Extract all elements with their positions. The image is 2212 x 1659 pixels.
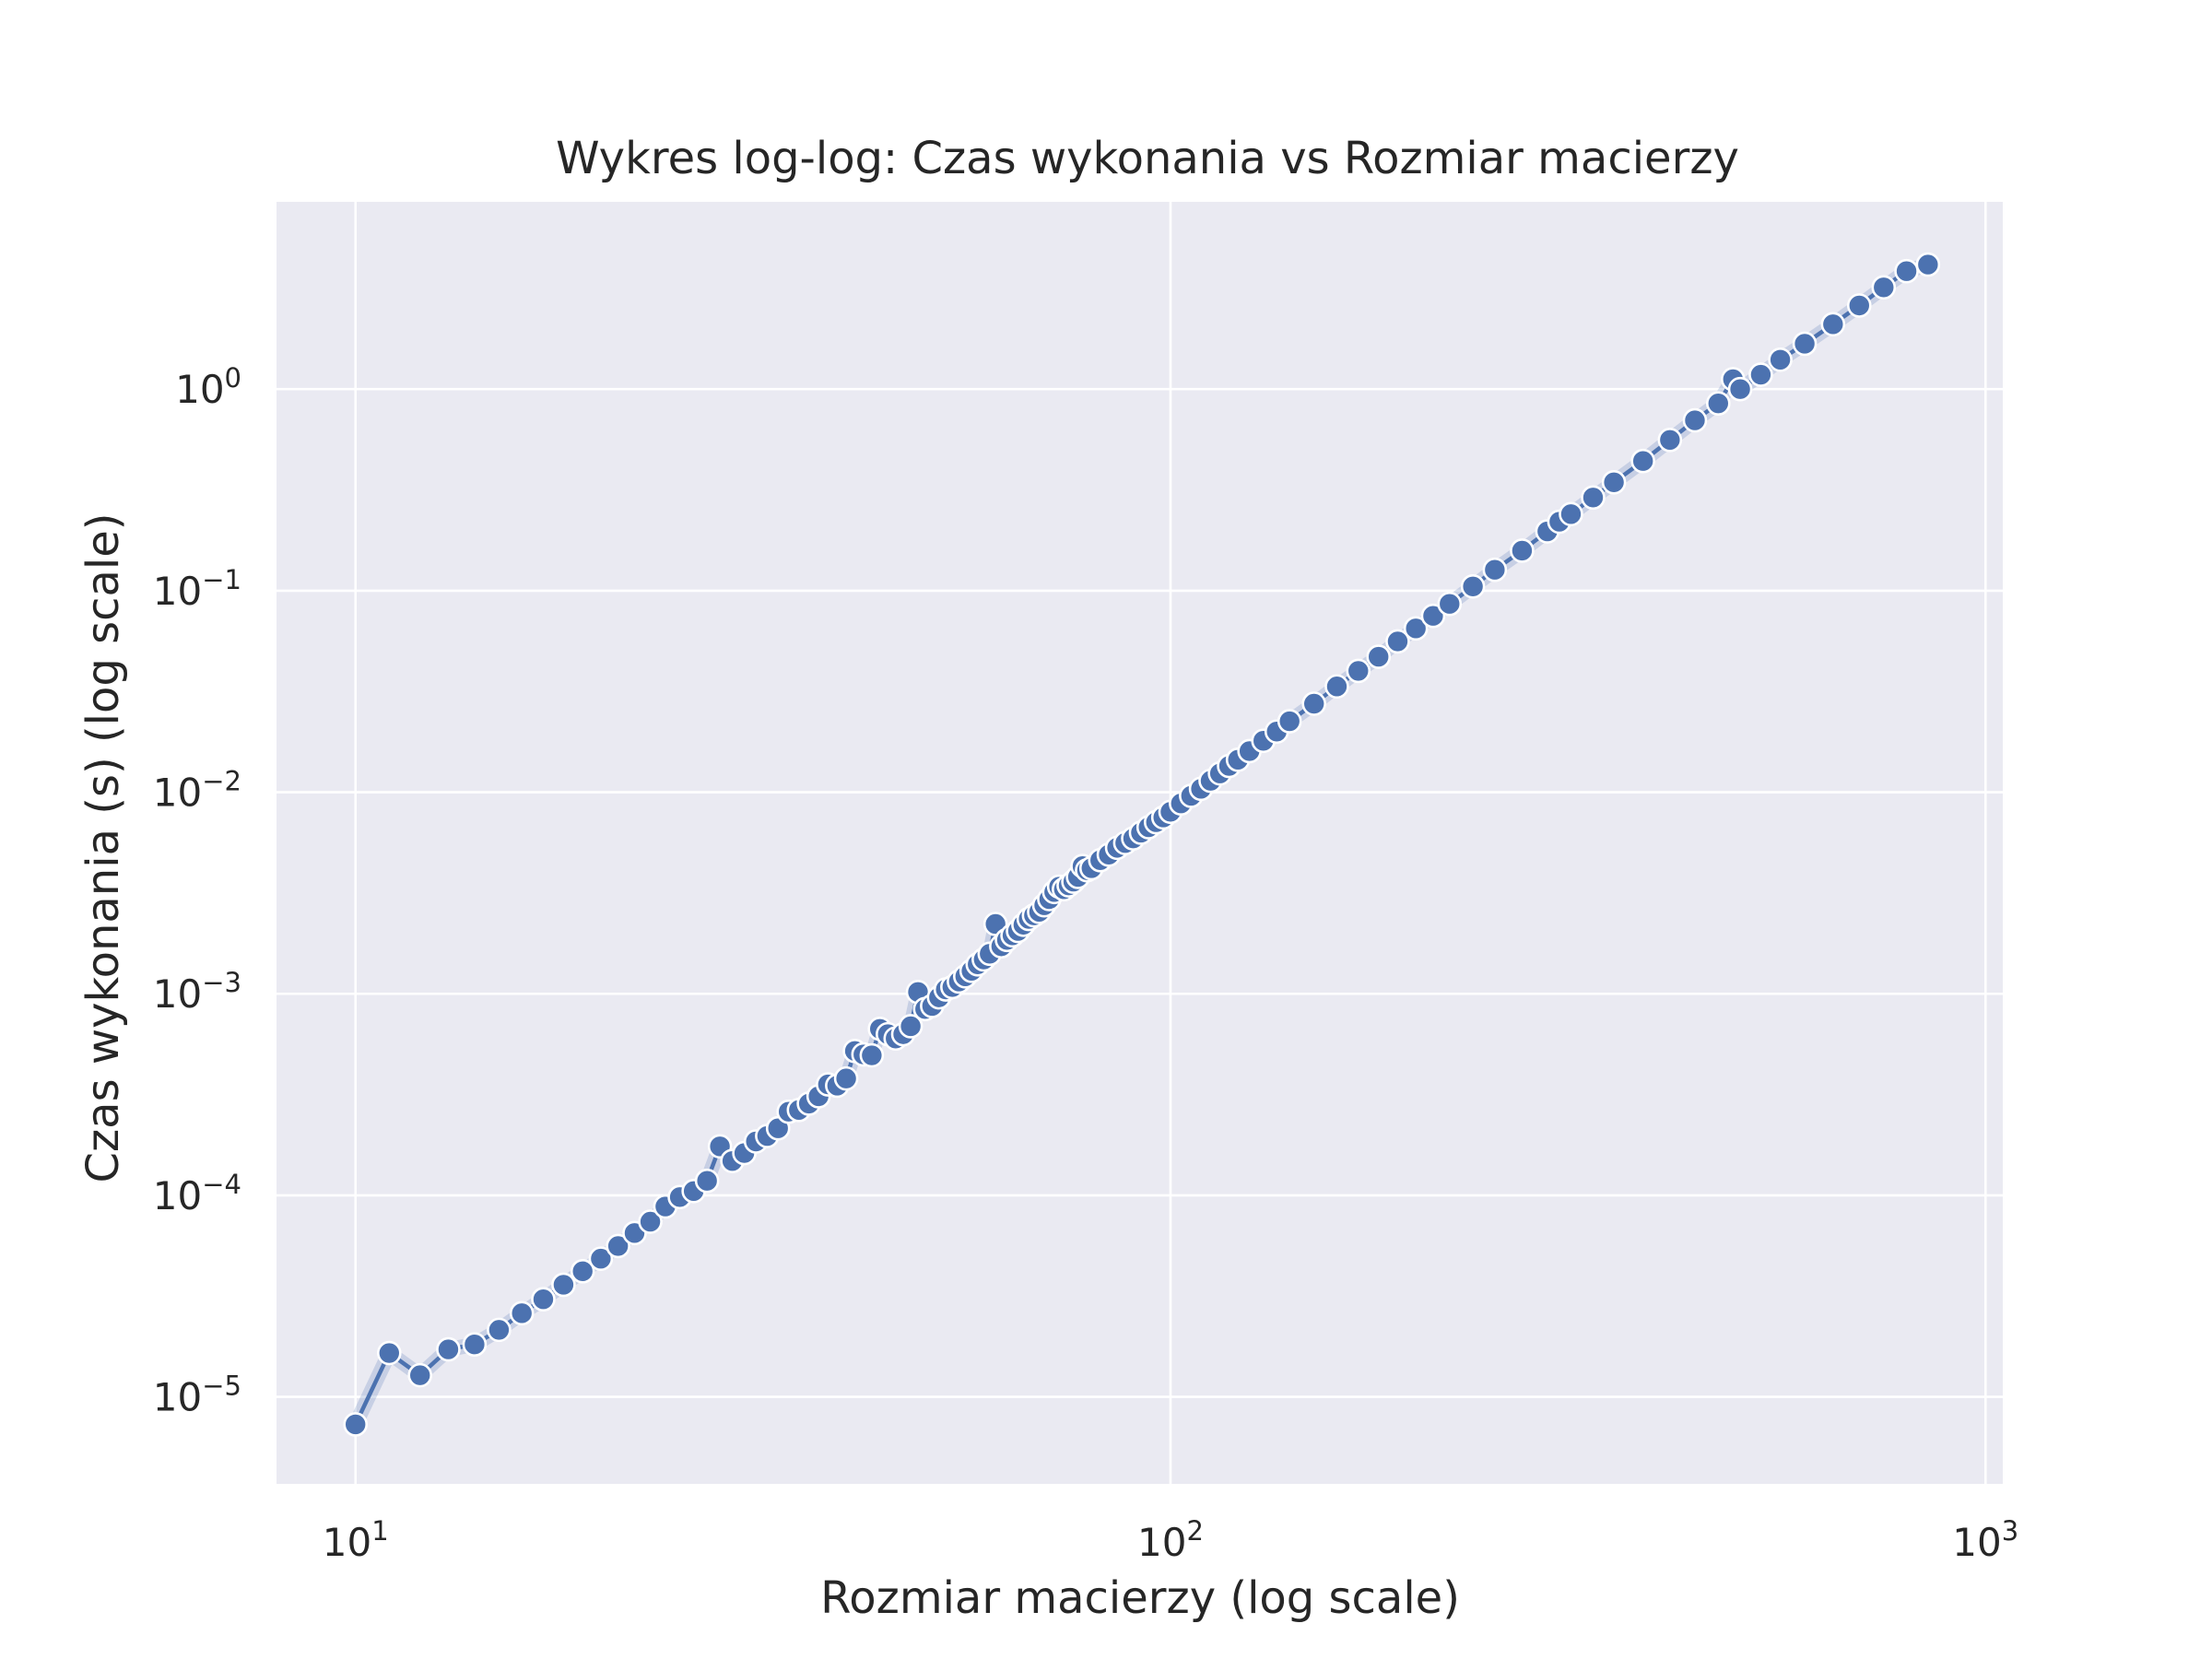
- data-point: [898, 1014, 924, 1039]
- y-tick-label: 10−4: [153, 1169, 241, 1218]
- data-point: [1657, 427, 1683, 453]
- data-point: [343, 1412, 368, 1437]
- data-point: [1301, 691, 1326, 716]
- data-point: [1894, 258, 1919, 284]
- data-point: [1846, 293, 1872, 318]
- data-point: [588, 1246, 614, 1271]
- data-point: [1277, 709, 1302, 734]
- data-point: [1748, 362, 1773, 387]
- data-point: [376, 1340, 402, 1366]
- data-point: [1706, 391, 1731, 416]
- x-tick-label: 103: [1952, 1515, 2018, 1565]
- data-point: [509, 1300, 535, 1326]
- data-point: [1601, 469, 1627, 495]
- gridlines: [276, 202, 2003, 1484]
- tick-labels: 101 102 103 10−5 10−4 10−3 10−2 10−1 100: [153, 362, 2018, 1565]
- data-point: [1682, 407, 1708, 433]
- data-point: [407, 1362, 433, 1388]
- x-axis-label: Rozmiar macierzy (log scale): [820, 1572, 1460, 1624]
- data-point: [570, 1258, 595, 1284]
- data-point: [1768, 347, 1793, 372]
- data-point: [1727, 376, 1753, 402]
- data-point: [1482, 557, 1508, 582]
- data-point: [1460, 573, 1486, 599]
- data-point: [1420, 603, 1446, 629]
- data-point: [531, 1287, 556, 1312]
- data-point: [1324, 674, 1349, 700]
- data-point: [1366, 644, 1392, 669]
- data-point: [833, 1065, 859, 1091]
- data-point: [462, 1332, 488, 1358]
- data-point: [1820, 312, 1846, 337]
- data-point: [1346, 658, 1371, 684]
- data-point: [1792, 331, 1818, 357]
- data-point: [1915, 252, 1941, 277]
- chart-title: Wykres log-log: Czas wykonania vs Rozmia…: [556, 133, 1739, 184]
- y-tick-label: 10−1: [153, 564, 241, 614]
- data-point: [1871, 275, 1897, 300]
- data-point: [1385, 629, 1410, 654]
- data-point: [1630, 448, 1655, 474]
- x-tick-label: 101: [323, 1515, 389, 1565]
- data-point: [1437, 591, 1463, 617]
- data-point: [551, 1272, 576, 1298]
- data-point: [1403, 616, 1429, 641]
- y-tick-label: 100: [175, 362, 241, 412]
- data-point: [859, 1042, 885, 1068]
- data-point: [694, 1168, 720, 1194]
- y-tick-label: 10−5: [153, 1371, 241, 1420]
- data-point: [487, 1317, 512, 1343]
- x-tick-label: 102: [1137, 1515, 1204, 1565]
- data-point: [436, 1336, 461, 1362]
- data-point: [1581, 485, 1606, 511]
- data-point: [606, 1233, 630, 1259]
- y-tick-label: 10−2: [153, 766, 241, 816]
- data-point: [1559, 501, 1583, 527]
- data-point: [638, 1209, 663, 1234]
- data-series: [343, 252, 1941, 1437]
- data-point: [1510, 538, 1535, 563]
- y-tick-label: 10−3: [153, 967, 241, 1017]
- y-axis-label: Czas wykonania (s) (log scale): [77, 512, 129, 1182]
